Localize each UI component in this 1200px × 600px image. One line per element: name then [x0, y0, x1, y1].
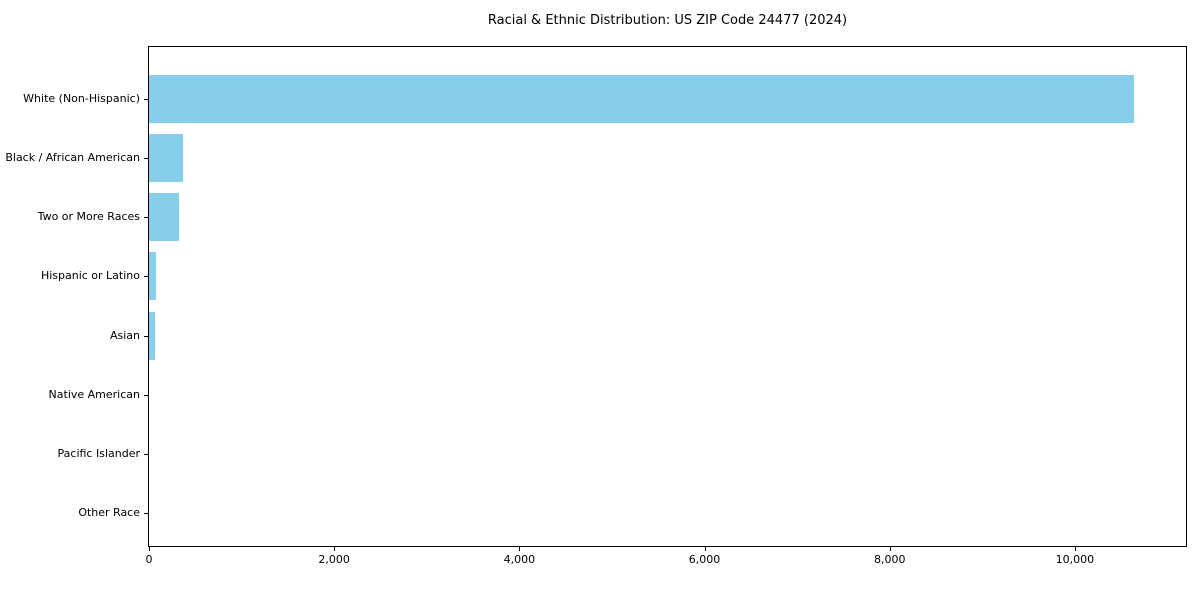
- x-tick-label: 8,000: [873, 553, 906, 566]
- y-axis-label: White (Non-Hispanic): [23, 91, 140, 105]
- y-axis-label: Two or More Races: [37, 210, 140, 224]
- plot-area: [148, 46, 1187, 547]
- y-tick-mark: [144, 217, 148, 219]
- chart-title: Racial & Ethnic Distribution: US ZIP Cod…: [487, 13, 848, 28]
- y-axis-label: Native American: [48, 387, 140, 401]
- x-tick-label: 2,000: [318, 553, 350, 566]
- x-tick-mark: [1074, 547, 1076, 551]
- bar: [149, 193, 179, 242]
- x-tick-mark: [334, 547, 336, 551]
- y-axis-label: Hispanic or Latino: [40, 269, 140, 283]
- bar: [149, 252, 156, 301]
- y-tick-mark: [144, 276, 148, 278]
- y-axis-label: Black / African American: [5, 150, 140, 164]
- x-tick-mark: [889, 547, 891, 551]
- x-tick-label: 6,000: [688, 553, 721, 566]
- x-tick-label: 4,000: [503, 553, 536, 566]
- x-tick-mark: [704, 547, 706, 551]
- y-tick-mark: [144, 454, 148, 456]
- y-axis-label: Pacific Islander: [57, 447, 140, 461]
- bar: [149, 74, 1134, 123]
- x-tick-label: 0: [145, 553, 153, 566]
- y-tick-mark: [144, 157, 148, 159]
- x-tick-mark: [519, 547, 521, 551]
- y-tick-mark: [144, 98, 148, 100]
- bar: [149, 133, 183, 182]
- bar: [149, 311, 155, 360]
- x-tick-label: 10,000: [1055, 553, 1095, 566]
- y-tick-mark: [144, 513, 148, 515]
- x-tick-mark: [149, 547, 150, 551]
- y-axis-label: Asian: [109, 328, 140, 342]
- y-tick-mark: [144, 394, 148, 396]
- y-axis-label: Other Race: [78, 506, 140, 520]
- y-tick-mark: [144, 335, 148, 337]
